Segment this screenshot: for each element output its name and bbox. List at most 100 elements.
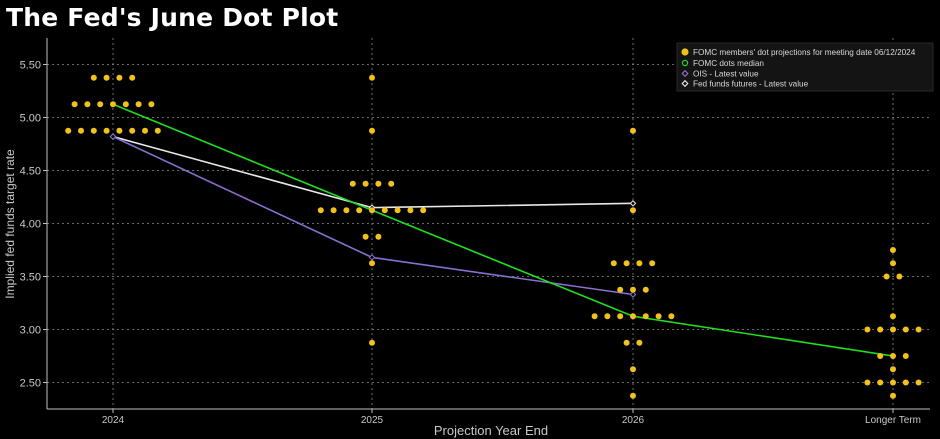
x-tick-label: Longer Term — [865, 415, 921, 426]
fomc-dot — [116, 127, 123, 134]
fomc-dot — [78, 127, 84, 134]
fomc-dot — [617, 313, 624, 320]
fomc-dot — [369, 339, 375, 346]
legend-marker-median — [681, 59, 689, 67]
fomc-dot — [90, 127, 97, 134]
fomc-dot — [890, 379, 896, 386]
legend-label: Fed funds futures - Latest value — [693, 80, 809, 89]
fomc-dot — [902, 379, 909, 386]
fomc-dot — [369, 127, 375, 134]
fomc-dot — [388, 180, 395, 187]
legend-marker-futures — [681, 79, 689, 88]
fomc-dot — [630, 127, 636, 134]
fomc-dot — [649, 260, 656, 267]
legend-label: FOMC members' dot projections for meetin… — [693, 48, 916, 57]
dot-projections — [65, 74, 922, 399]
fomc-dot — [362, 233, 369, 240]
y-tick-label: 5.50 — [20, 60, 41, 72]
fomc-dot — [877, 326, 884, 333]
y-tick-label: 2.50 — [20, 378, 41, 390]
x-tick-labels: 2024 2025 2026 Longer Term — [102, 409, 921, 426]
x-tick-label: 2025 — [361, 415, 384, 426]
y-tick-label: 5.00 — [20, 113, 41, 125]
fomc-dot — [407, 207, 414, 214]
x-axis-title: Projection Year End — [434, 423, 548, 438]
fomc-dot — [890, 313, 896, 320]
series-lines — [109, 101, 896, 359]
fomc-dot — [103, 127, 110, 134]
fomc-dot — [604, 313, 611, 320]
fomc-dot — [915, 379, 922, 386]
legend-marker-ois — [681, 69, 689, 78]
fomc-dot — [142, 127, 148, 134]
fomc-dot — [642, 286, 649, 293]
fomc-dot — [636, 260, 643, 267]
fomc-dot — [129, 74, 136, 81]
fomc-dot — [122, 101, 129, 108]
fomc-dot — [890, 366, 896, 373]
fomc-dot — [630, 313, 636, 320]
fomc-dot — [877, 353, 884, 359]
fomc-dot — [890, 392, 896, 399]
fomc-dot — [116, 74, 123, 81]
legend-background — [676, 42, 934, 92]
fomc-dot — [343, 207, 350, 214]
fomc-dot — [369, 74, 375, 81]
fomc-dot — [591, 313, 598, 320]
fomc-dot — [902, 353, 909, 359]
fomc-dot — [65, 127, 72, 134]
fomc-dot — [369, 260, 375, 267]
fomc-dot — [71, 101, 78, 108]
fomc-dot — [362, 180, 369, 187]
fomc-dot — [375, 233, 382, 240]
fomc-dot — [636, 339, 643, 346]
fomc-dot — [394, 207, 401, 214]
y-tick-label: 4.00 — [20, 219, 41, 231]
fomc-dot — [890, 247, 896, 253]
futures-marker — [629, 200, 637, 207]
fomc-dot — [668, 313, 675, 320]
fomc-dot — [317, 207, 324, 214]
fomc-dot — [420, 207, 427, 214]
legend-label: FOMC dots median — [693, 59, 764, 68]
fomc-dot — [330, 207, 337, 214]
fomc-dot — [375, 180, 382, 187]
fomc-dot — [630, 286, 636, 293]
fomc-dot — [890, 326, 896, 333]
fomc-dot — [915, 326, 922, 333]
fomc-dot — [877, 379, 884, 386]
fomc-dot — [623, 339, 630, 346]
grid-layer — [47, 38, 930, 409]
y-tick-labels: 2.50 3.00 3.50 4.00 4.50 5.00 5.50 — [20, 60, 47, 390]
fomc-dot — [148, 101, 155, 108]
fomc-dot — [864, 326, 871, 333]
fomc-dot — [630, 207, 636, 214]
fomc-dot — [630, 366, 636, 373]
fomc-dot — [154, 127, 161, 134]
ois-marker — [629, 291, 637, 298]
fomc-dot — [90, 74, 97, 81]
fomc-dot — [369, 207, 375, 214]
fomc-dot — [84, 101, 91, 108]
legend-label: OIS - Latest value — [693, 70, 759, 79]
fomc-dot — [630, 392, 636, 399]
ois-marker — [368, 254, 376, 261]
fomc-dot — [896, 273, 903, 280]
legend: FOMC members' dot projections for meetin… — [676, 42, 934, 92]
fomc-dot — [110, 101, 116, 108]
fomc-dot — [655, 313, 662, 320]
chart-title: The Fed's June Dot Plot — [6, 3, 339, 32]
x-tick-label: 2026 — [622, 415, 645, 426]
y-axis-title: Implied fed funds target rate — [3, 149, 17, 299]
fomc-dot — [890, 260, 896, 267]
fomc-dot — [381, 207, 388, 214]
fomc-dot — [623, 260, 630, 267]
legend-marker-dots — [681, 48, 689, 56]
fomc-dot — [883, 273, 890, 280]
fomc-dot — [617, 286, 624, 293]
fomc-dot — [642, 313, 649, 320]
ois-line — [112, 135, 634, 296]
fomc-dot — [902, 326, 909, 333]
fomc-dot — [890, 353, 896, 359]
